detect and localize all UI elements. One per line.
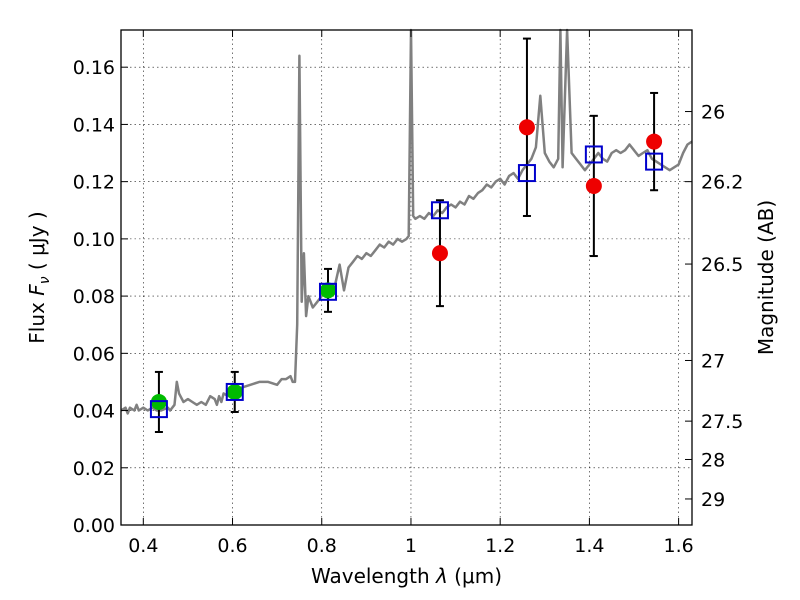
x-tick-label: 0.4 [128,535,158,557]
x-tick-label: 1.2 [485,535,515,557]
mag-tick-label: 26 [701,102,725,124]
model-flux-square [584,145,603,164]
model-flux-square [645,152,664,171]
y-tick-label: 0.06 [73,343,115,365]
x-tick-label: 0.8 [307,535,337,557]
y-tick-label: 0.16 [73,57,115,79]
nir-flux-point [518,119,535,136]
model-flux-square [149,400,168,419]
y-tick-label: 0.08 [73,286,115,308]
x-tick-label: 0.6 [217,535,247,557]
photometry-layer [149,37,664,434]
model-flux-square [225,382,244,401]
y-tick-label: 0.12 [73,172,115,194]
optical-flux-point [319,282,336,299]
x-axis-label: Wavelength λ (μm) [311,564,502,588]
mag-tick-label: 27.5 [701,411,743,433]
x-tick-label: 1 [405,535,417,557]
nir-flux-point [431,245,448,262]
model-flux-square [318,282,337,301]
sed-model-line [120,28,693,415]
nir-flux-point [585,177,602,194]
x-tick-label: 1.6 [664,535,694,557]
mag-tick-label: 28 [701,449,725,471]
x-tick-label: 1.4 [574,535,604,557]
y2-axis-label: Magnitude (AB) [754,200,778,355]
model-flux-square [517,164,536,183]
optical-flux-point [226,383,243,400]
y-tick-label: 0.10 [73,229,115,251]
mag-tick-label: 29 [701,489,725,511]
sed-model-layer [120,28,693,415]
plot-frame [120,29,693,526]
mag-tick-label: 26.2 [701,172,743,194]
nir-flux-point [646,133,663,150]
y-tick-label: 0.00 [73,515,115,537]
tick-labels: 0.4 0.6 0.8 1 1.2 1.4 1.6 0.00 0.02 0.04 0.06 0.08 0… [73,57,744,557]
y-tick-label: 0.04 [73,401,115,423]
grid [121,30,692,526]
ticks [121,30,692,526]
mag-tick-label: 26.5 [701,254,743,276]
y-axis-label: Flux Fν ( μJy ) [25,211,53,343]
mag-tick-label: 27 [701,350,725,372]
y-tick-label: 0.02 [73,458,115,480]
model-flux-square [430,201,449,220]
y-tick-label: 0.14 [73,114,115,136]
